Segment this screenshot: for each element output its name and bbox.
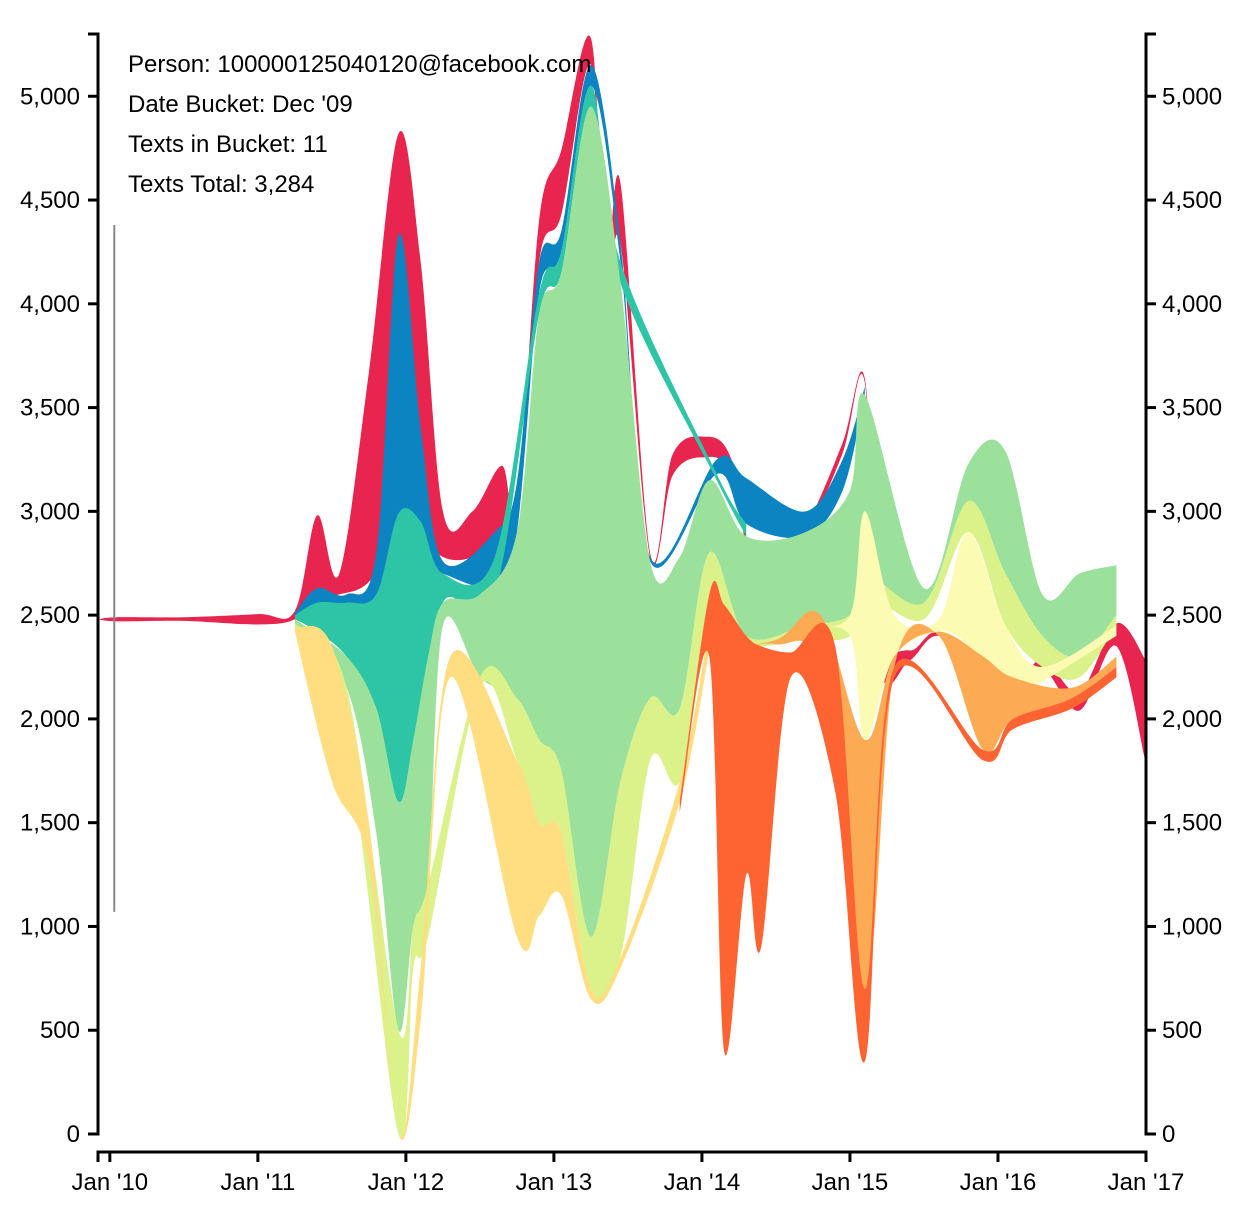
info-in-bucket-value: 11	[303, 131, 328, 158]
info-bucket-value: Dec '09	[272, 91, 353, 118]
x-tick: Jan '15	[812, 1152, 889, 1196]
info-total-label: Texts Total:	[128, 171, 248, 198]
y-tick-label-right: 0	[1162, 1121, 1175, 1148]
y-tick-left: 2,500	[20, 602, 98, 629]
x-axis: Jan '10 Jan '11 Jan '12 Jan '13 Jan '14 Jan '…	[72, 1150, 1185, 1196]
y-tick-label-left: 3,000	[20, 498, 80, 525]
y-tick-label-left: 5,000	[20, 83, 80, 110]
y-tick-label-left: 1,000	[20, 913, 80, 940]
y-tick-left: 1,000	[20, 913, 98, 940]
x-tick: Jan '10	[72, 1152, 149, 1196]
y-tick-left: 500	[40, 1017, 98, 1044]
y-tick-label-right: 1,500	[1162, 810, 1222, 837]
y-tick-label-left: 4,500	[20, 187, 80, 214]
info-bucket-line: Date Bucket: Dec '09	[128, 91, 353, 118]
y-tick-label-left: 4,000	[20, 291, 80, 318]
y-tick-left: 2,000	[20, 706, 98, 733]
info-total-line: Texts Total: 3,284	[128, 171, 314, 198]
y-tick-label-left: 3,500	[20, 395, 80, 422]
info-person-label: Person:	[128, 51, 211, 78]
x-tick-label: Jan '16	[960, 1169, 1037, 1196]
y-tick-right: 1,000	[1146, 913, 1222, 940]
x-tick-label: Jan '17	[1108, 1169, 1185, 1196]
stream-layer-extra-4[interactable]	[805, 511, 1117, 740]
stream-layer-extra-0[interactable]	[294, 65, 865, 628]
y-tick-left: 3,500	[20, 395, 98, 422]
y-tick-right: 4,000	[1146, 291, 1222, 318]
y-tick-label-right: 3,500	[1162, 395, 1222, 422]
hover-info-box: Person: 100000125040120@facebook.com Dat…	[128, 51, 591, 198]
x-tick: Jan '14	[664, 1152, 741, 1196]
y-tick-left: 3,000	[20, 498, 98, 525]
y-axis-left: 0 500 1,000 1,500 2,000 2,500 3,000 3,500 4,000 4…	[20, 32, 100, 1148]
y-tick-left: 1,500	[20, 810, 98, 837]
info-total-value: 3,284	[254, 171, 314, 198]
y-tick-left: 4,000	[20, 291, 98, 318]
stream-layer-extra-1[interactable]	[294, 85, 747, 803]
y-tick-right: 4,500	[1146, 187, 1222, 214]
y-tick-label-right: 4,000	[1162, 291, 1222, 318]
y-tick-right: 3,500	[1146, 395, 1222, 422]
y-axis-right: 0 500 1,000 1,500 2,000 2,500 3,000 3,500 4,000 4…	[1144, 32, 1222, 1148]
x-tick: Jan '16	[960, 1152, 1037, 1196]
y-tick-label-left: 0	[67, 1121, 80, 1148]
y-tick-right: 2,500	[1146, 602, 1222, 629]
y-tick-label-left: 2,500	[20, 602, 80, 629]
y-tick-label-right: 3,000	[1162, 498, 1222, 525]
y-tick-label-left: 1,500	[20, 810, 80, 837]
x-tick: Jan '12	[368, 1152, 445, 1196]
y-tick-label-right: 1,000	[1162, 913, 1222, 940]
y-tick-right: 2,000	[1146, 706, 1222, 733]
y-tick-label-right: 500	[1162, 1017, 1202, 1044]
y-tick-right: 3,000	[1146, 498, 1222, 525]
x-tick-label: Jan '15	[812, 1169, 889, 1196]
y-tick-label-right: 2,500	[1162, 602, 1222, 629]
info-in-bucket-line: Texts in Bucket: 11	[128, 131, 328, 158]
x-tick-label: Jan '14	[664, 1169, 741, 1196]
stream-layer-extra-5[interactable]	[294, 625, 710, 1140]
info-bucket-label: Date Bucket:	[128, 91, 265, 118]
y-tick-label-right: 5,000	[1162, 83, 1222, 110]
y-tick-label-right: 4,500	[1162, 187, 1222, 214]
info-person-line: Person: 100000125040120@facebook.com	[128, 51, 591, 78]
y-tick-left: 0	[67, 1121, 98, 1148]
stream-layer-extra-6[interactable]	[709, 610, 1117, 989]
info-in-bucket-label: Texts in Bucket:	[128, 131, 296, 158]
y-tick-left: 5,000	[20, 83, 98, 110]
x-tick: Jan '11	[220, 1152, 295, 1196]
y-tick-label-left: 500	[40, 1017, 80, 1044]
x-tick-label: Jan '11	[220, 1169, 295, 1196]
y-tick-left: 4,500	[20, 187, 98, 214]
x-tick: Jan '17	[1108, 1152, 1185, 1196]
info-person-value: 100000125040120@facebook.com	[217, 51, 591, 78]
y-tick-right: 500	[1146, 1017, 1202, 1044]
y-tick-right: 0	[1146, 1121, 1175, 1148]
stream-layers	[98, 35, 1146, 1140]
x-tick-label: Jan '12	[368, 1169, 445, 1196]
y-tick-right: 5,000	[1146, 83, 1222, 110]
stream-layer-0[interactable]	[98, 35, 1146, 765]
stream-layer-extra-7[interactable]	[679, 580, 1117, 1063]
y-tick-label-right: 2,000	[1162, 706, 1222, 733]
x-tick: Jan '13	[516, 1152, 593, 1196]
x-tick-label: Jan '10	[72, 1169, 149, 1196]
y-tick-label-left: 2,000	[20, 706, 80, 733]
x-tick-label: Jan '13	[516, 1169, 593, 1196]
y-tick-right: 1,500	[1146, 810, 1222, 837]
